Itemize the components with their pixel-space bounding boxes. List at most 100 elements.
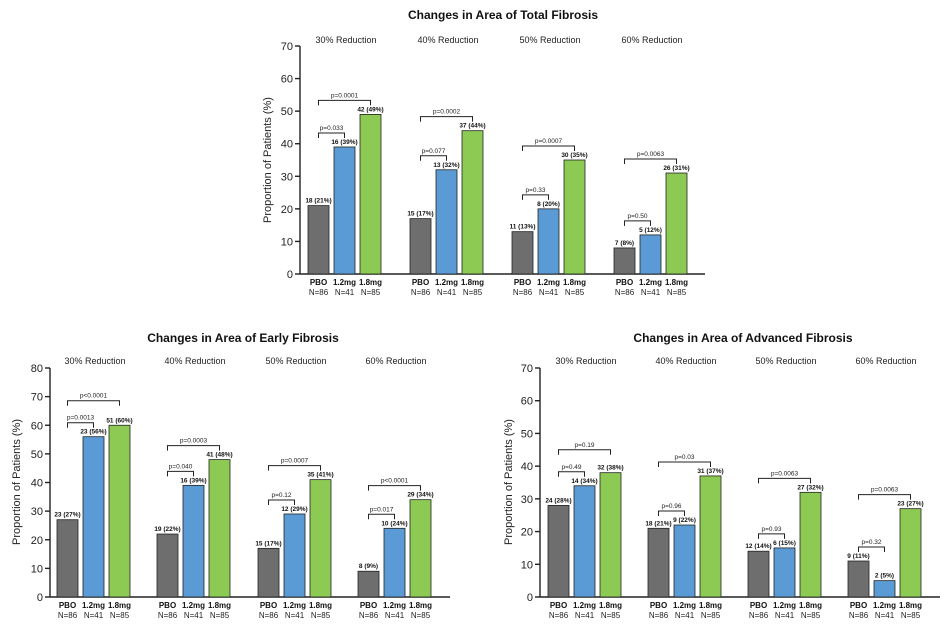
significance-bracket — [658, 461, 711, 467]
x-sample-size-label: N=41 — [641, 288, 661, 297]
p-value-label: p=0.0063 — [637, 151, 665, 158]
significance-bracket — [67, 400, 120, 406]
bar-1-2mg — [333, 146, 356, 275]
x-category-label: 1.2mg — [773, 601, 796, 610]
p-value-label: p=0.040 — [169, 463, 193, 470]
x-category-label: 1.8mg — [309, 601, 332, 610]
y-tick-label: 20 — [281, 204, 293, 216]
chart-panel-1: Changes in Area of Total Fibrosis Proport… — [262, 8, 705, 297]
significance-bracket — [858, 494, 911, 500]
data-label: 27 (32%) — [797, 484, 823, 491]
y-tick-label: 50 — [521, 428, 533, 440]
data-label: 30 (35%) — [561, 152, 587, 159]
data-label: 8 (9%) — [359, 563, 378, 570]
p-value-label: p=0.0013 — [67, 415, 95, 422]
x-category-label: 1.8mg — [699, 601, 722, 610]
data-label: 51 (60%) — [106, 417, 132, 424]
data-label: 19 (22%) — [154, 526, 180, 533]
x-category-label: PBO — [750, 601, 767, 610]
y-tick-label: 10 — [281, 236, 293, 248]
bar-1-2mg — [773, 547, 796, 598]
x-category-label: PBO — [310, 278, 327, 287]
bar-1-8mg — [409, 499, 432, 598]
y-tick-label: 70 — [31, 392, 43, 404]
p-value-label: p=0.0001 — [331, 92, 359, 99]
x-category-label: PBO — [412, 278, 429, 287]
x-category-label: PBO — [514, 278, 531, 287]
data-label: 9 (11%) — [847, 553, 869, 560]
x-category-label: 1.8mg — [563, 278, 586, 287]
x-sample-size-label: N=85 — [565, 288, 585, 297]
data-label: 32 (38%) — [597, 465, 623, 472]
y-tick-label: 60 — [31, 420, 43, 432]
x-sample-size-label: N=85 — [361, 288, 381, 297]
p-value-label: p=0.0002 — [433, 109, 461, 116]
data-label: 16 (39%) — [331, 139, 357, 146]
bar-1-8mg — [899, 508, 922, 598]
y-tick-label: 30 — [281, 171, 293, 183]
bar-pbo — [307, 205, 330, 275]
p-value-label: p=0.0007 — [535, 138, 563, 145]
significance-bracket — [624, 158, 677, 165]
group-label: 60% Reduction — [621, 35, 682, 45]
bar-1-2mg — [82, 436, 105, 598]
bar-1-8mg — [108, 424, 131, 598]
significance-bracket — [658, 510, 685, 517]
x-category-label: PBO — [260, 601, 277, 610]
y-tick-label: 0 — [287, 269, 293, 281]
x-category-label: 1.2mg — [673, 601, 696, 610]
y-tick-label: 40 — [281, 139, 293, 151]
bar-1-2mg — [182, 484, 205, 598]
significance-bracket — [268, 499, 295, 505]
significance-bracket — [318, 99, 371, 106]
y-tick-label: 60 — [281, 74, 293, 86]
bar-1-2mg — [639, 234, 662, 275]
y-tick-label: 40 — [521, 461, 533, 473]
bar-pbo — [613, 247, 636, 275]
x-sample-size-label: N=41 — [285, 611, 305, 620]
x-category-label: PBO — [360, 601, 377, 610]
bar-1-2mg — [435, 169, 458, 275]
significance-bracket — [368, 485, 421, 491]
x-sample-size-label: N=85 — [411, 611, 431, 620]
data-label: 15 (17%) — [255, 540, 281, 547]
x-sample-size-label: N=41 — [335, 288, 355, 297]
significance-bracket — [420, 155, 447, 161]
chart-title: Changes in Area of Total Fibrosis — [408, 8, 598, 22]
chart-title: Changes in Area of Early Fibrosis — [147, 331, 339, 345]
significance-bracket — [420, 116, 473, 122]
data-label: 26 (31%) — [663, 165, 689, 172]
bar-1-8mg — [359, 114, 382, 275]
p-value-label: p=0.93 — [761, 526, 781, 533]
x-sample-size-label: N=86 — [549, 611, 569, 620]
chart-title: Changes in Area of Advanced Fibrosis — [633, 331, 852, 345]
y-tick-label: 30 — [521, 494, 533, 506]
bar-1-8mg — [461, 130, 484, 275]
data-label: 35 (41%) — [307, 472, 333, 479]
data-label: 23 (27%) — [54, 512, 80, 519]
y-tick-label: 70 — [521, 363, 533, 375]
x-sample-size-label: N=86 — [649, 611, 669, 620]
data-label: 23 (56%) — [80, 429, 106, 436]
x-sample-size-label: N=85 — [110, 611, 130, 620]
bar-1-2mg — [283, 513, 306, 598]
chart-panel-2: Changes in Area of Early Fibrosis Proport… — [11, 331, 450, 620]
x-category-label: 1.2mg — [182, 601, 205, 610]
y-axis-label: Proportion of Patients (%) — [503, 419, 515, 545]
bar-1-8mg — [599, 472, 622, 598]
x-category-label: 1.2mg — [537, 278, 560, 287]
x-sample-size-label: N=41 — [437, 288, 457, 297]
x-sample-size-label: N=85 — [311, 611, 331, 620]
y-tick-label: 80 — [31, 363, 43, 375]
x-category-label: 1.2mg — [82, 601, 105, 610]
p-value-label: p=0.0007 — [281, 458, 309, 465]
x-category-label: 1.8mg — [899, 601, 922, 610]
x-sample-size-label: N=86 — [849, 611, 869, 620]
data-label: 8 (20%) — [537, 201, 560, 208]
significance-bracket — [624, 220, 651, 226]
x-category-label: 1.2mg — [333, 278, 356, 287]
